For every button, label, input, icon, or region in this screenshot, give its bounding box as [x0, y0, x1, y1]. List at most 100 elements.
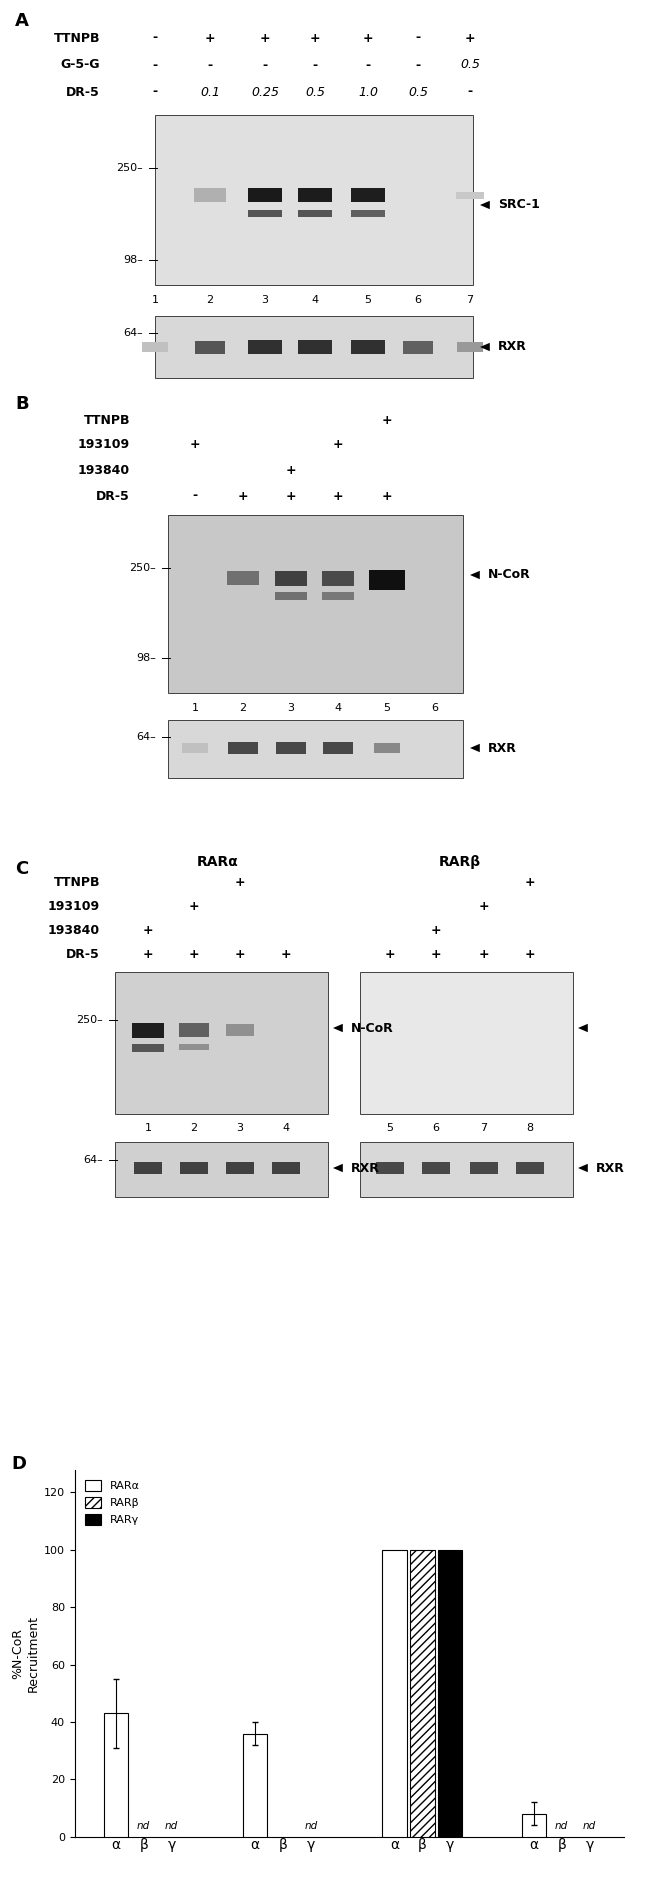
Text: D: D: [12, 1454, 27, 1473]
Bar: [248, 339, 282, 354]
Text: +: +: [382, 413, 393, 426]
Text: +: +: [333, 490, 343, 503]
Text: 2: 2: [207, 296, 214, 305]
Text: +: +: [431, 948, 441, 961]
Text: +: +: [188, 899, 200, 912]
Bar: [322, 592, 354, 599]
Text: +: +: [143, 923, 153, 936]
Text: 2: 2: [190, 1123, 198, 1132]
Text: 193109: 193109: [48, 899, 100, 912]
Bar: [132, 1044, 164, 1051]
Text: RXR: RXR: [596, 1162, 625, 1174]
Bar: [351, 339, 385, 354]
Bar: [323, 742, 353, 754]
Text: 250–: 250–: [129, 563, 156, 573]
Polygon shape: [578, 1164, 588, 1172]
Text: +: +: [333, 439, 343, 452]
Bar: [243, 1733, 267, 1837]
Text: 0.5: 0.5: [408, 85, 428, 98]
Polygon shape: [480, 343, 490, 350]
Bar: [195, 341, 225, 354]
Text: +: +: [525, 876, 536, 889]
Text: +: +: [385, 948, 395, 961]
Text: 2: 2: [239, 703, 246, 712]
Bar: [194, 188, 226, 202]
Text: SRC-1: SRC-1: [498, 198, 540, 211]
Text: G-5-G: G-5-G: [60, 58, 100, 72]
Bar: [276, 742, 306, 754]
Text: DR-5: DR-5: [96, 490, 130, 503]
Text: -: -: [192, 490, 198, 503]
Bar: [374, 742, 400, 754]
Bar: [226, 1025, 254, 1036]
Text: 8: 8: [526, 1123, 534, 1132]
Bar: [403, 341, 433, 354]
Text: 5: 5: [384, 703, 391, 712]
Bar: [470, 1162, 498, 1174]
Text: 64–: 64–: [136, 733, 156, 742]
Text: 1: 1: [144, 1123, 151, 1132]
Bar: [155, 317, 473, 379]
Text: -: -: [263, 58, 268, 72]
Text: -: -: [153, 32, 157, 45]
Text: 6: 6: [432, 703, 439, 712]
Bar: [228, 742, 258, 754]
Text: +: +: [190, 439, 200, 452]
Text: 193840: 193840: [78, 463, 130, 477]
Text: 1: 1: [151, 296, 159, 305]
Text: +: +: [363, 32, 373, 45]
Text: 4: 4: [335, 703, 341, 712]
Text: +: +: [281, 948, 291, 961]
Text: 193840: 193840: [48, 923, 100, 936]
Text: +: +: [235, 876, 245, 889]
Text: 0.25: 0.25: [251, 85, 279, 98]
Bar: [369, 571, 405, 590]
Text: +: +: [309, 32, 320, 45]
Legend: RARα, RARβ, RARγ: RARα, RARβ, RARγ: [81, 1475, 145, 1530]
Text: C: C: [15, 859, 28, 878]
Bar: [516, 1162, 544, 1174]
Text: nd: nd: [304, 1822, 318, 1831]
Text: +: +: [478, 948, 489, 961]
Text: 6: 6: [415, 296, 421, 305]
Polygon shape: [333, 1023, 343, 1032]
Text: -: -: [467, 85, 473, 98]
Bar: [298, 209, 332, 217]
Polygon shape: [333, 1164, 343, 1172]
Text: 0.5: 0.5: [460, 58, 480, 72]
Text: 3: 3: [287, 703, 294, 712]
Text: 98–: 98–: [123, 254, 143, 266]
Bar: [155, 115, 473, 284]
Bar: [142, 343, 168, 352]
Polygon shape: [470, 571, 480, 578]
Text: TTNPB: TTNPB: [53, 32, 100, 45]
Text: 250–: 250–: [76, 1015, 103, 1025]
Text: 5: 5: [387, 1123, 393, 1132]
Bar: [438, 1551, 462, 1837]
Text: 6: 6: [432, 1123, 439, 1132]
Text: TTNPB: TTNPB: [83, 413, 130, 426]
Text: -: -: [207, 58, 213, 72]
Bar: [272, 1162, 300, 1174]
Text: 1: 1: [192, 703, 198, 712]
Text: +: +: [143, 948, 153, 961]
Text: RXR: RXR: [488, 742, 517, 754]
Text: DR-5: DR-5: [66, 948, 100, 961]
Bar: [275, 571, 307, 586]
Bar: [360, 972, 573, 1113]
Bar: [376, 1162, 404, 1174]
Bar: [179, 1044, 209, 1049]
Text: N-CoR: N-CoR: [488, 569, 531, 582]
Text: 4: 4: [311, 296, 318, 305]
Text: -: -: [153, 85, 157, 98]
Bar: [115, 1142, 328, 1196]
Bar: [360, 1142, 573, 1196]
Text: 5: 5: [365, 296, 372, 305]
Text: 3: 3: [261, 296, 268, 305]
Bar: [168, 514, 463, 693]
Text: +: +: [525, 948, 536, 961]
Polygon shape: [578, 1023, 588, 1032]
Text: -: -: [415, 32, 421, 45]
Text: N-CoR: N-CoR: [351, 1021, 394, 1034]
Bar: [351, 188, 385, 202]
